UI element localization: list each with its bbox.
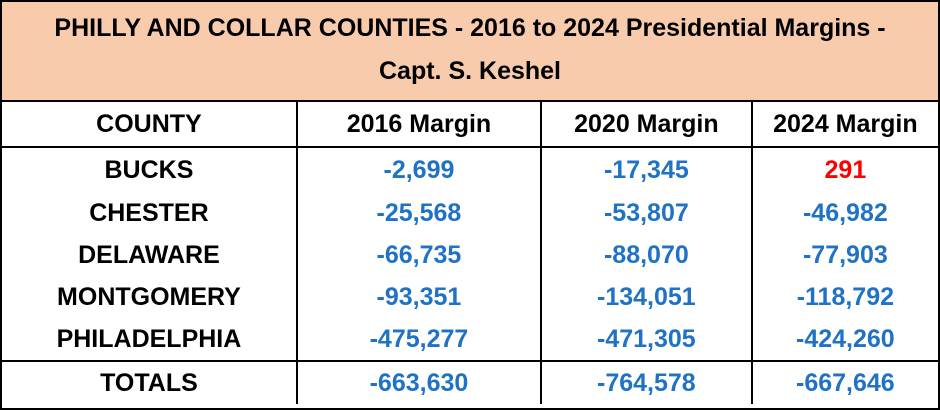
county-cell: CHESTER (89, 198, 209, 227)
margin-2024-cell: -424,260 (750, 318, 938, 361)
margin-2024-cell: -77,903 (750, 234, 938, 276)
total-2020-cell: -764,578 (540, 360, 752, 404)
margin-2024-cell: -46,982 (750, 192, 938, 234)
table-row: BUCKS -2,699 -17,345 291 (2, 147, 938, 192)
margins-table: COUNTY 2016 Margin 2020 Margin 2024 Marg… (2, 102, 938, 404)
title-line-2: Capt. S. Keshel (379, 57, 561, 85)
margin-2024-cell: 291 (750, 147, 938, 192)
total-2016-cell: -663,630 (295, 360, 541, 404)
header-2024: 2024 Margin (750, 102, 938, 148)
margin-2020-cell: -17,345 (540, 147, 752, 192)
table-row: DELAWARE -66,735 -88,070 -77,903 (2, 234, 938, 276)
header-county: COUNTY (2, 102, 297, 148)
margin-2016-cell: -25,568 (295, 192, 541, 234)
table-title-banner: PHILLY AND COLLAR COUNTIES - 2016 to 202… (2, 2, 938, 102)
margin-2016-cell: -475,277 (295, 318, 541, 361)
totals-row: TOTALS -663,630 -764,578 -667,646 (2, 360, 938, 404)
margin-2020-cell: -53,807 (540, 192, 752, 234)
margin-2020-cell: -134,051 (540, 276, 752, 318)
table-row: MONTGOMERY -93,351 -134,051 -118,792 (2, 276, 938, 318)
table-row: PHILADELPHIA -475,277 -471,305 -424,260 (2, 318, 938, 361)
table-row: CHESTER -25,568 -53,807 -46,982 (2, 192, 938, 234)
county-cell: BUCKS (104, 155, 194, 184)
margin-2016-cell: -2,699 (295, 147, 541, 192)
title-line-1: PHILLY AND COLLAR COUNTIES - 2016 to 202… (54, 14, 886, 42)
margin-2020-cell: -88,070 (540, 234, 752, 276)
header-row: COUNTY 2016 Margin 2020 Margin 2024 Marg… (2, 102, 938, 148)
margin-2016-cell: -93,351 (295, 276, 541, 318)
header-2020: 2020 Margin (540, 102, 752, 148)
margin-2020-cell: -471,305 (540, 318, 752, 361)
total-2024-cell: -667,646 (750, 360, 938, 404)
header-2016: 2016 Margin (295, 102, 541, 148)
county-cell: MONTGOMERY (57, 282, 241, 311)
county-cell: DELAWARE (78, 240, 220, 269)
margin-2024-cell: -118,792 (750, 276, 938, 318)
county-cell: PHILADELPHIA (56, 324, 242, 353)
margin-2016-cell: -66,735 (295, 234, 541, 276)
totals-label: TOTALS (2, 360, 297, 404)
